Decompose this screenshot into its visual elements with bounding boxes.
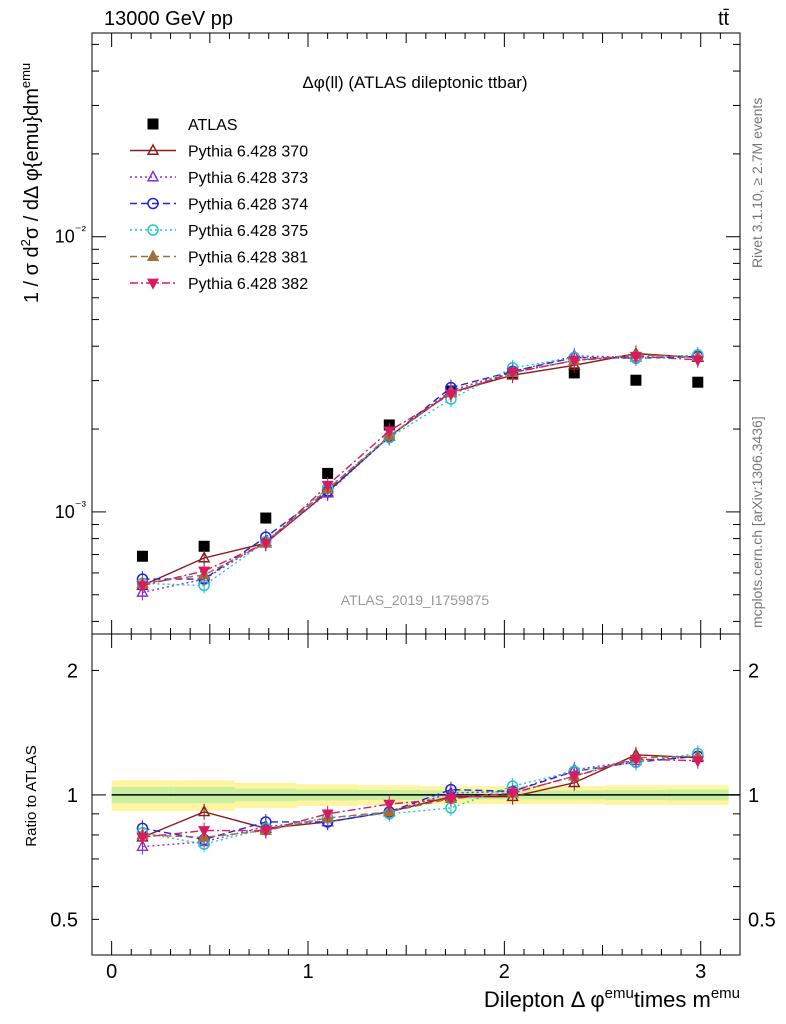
series-line: [142, 354, 698, 587]
data-point: [322, 467, 334, 479]
ratio-plot-panel: 0.5 0.5 1 1 2 2 0 1 2 3 Ratio to ATLAS Dilepton Δ φ…: [23, 633, 776, 1012]
legend-label: Pythia 6.428 370: [188, 144, 308, 161]
ratio-series-line: [142, 758, 698, 838]
energy-label: 13000 GeV pp: [104, 8, 233, 30]
y-tick-label: 10⁻³: [55, 498, 87, 522]
ratio-y-tick-label-right: 2: [748, 660, 759, 682]
main-plot-panel: 10⁻³ 10⁻² Δφ(ll) (ATLAS dileptonic ttbar) A…: [18, 32, 741, 635]
series-line: [142, 355, 698, 580]
x-tick-label: 1: [302, 961, 313, 983]
mc-point: [197, 551, 211, 563]
process-label: tt̄: [718, 8, 730, 30]
legend-marker: [147, 197, 159, 210]
x-tick-label: 0: [106, 961, 117, 983]
ratio-point: [198, 826, 211, 838]
legend-label: Pythia 6.428 382: [188, 276, 308, 293]
mc-point: [568, 356, 581, 368]
mc-point: [383, 426, 396, 438]
data-point: [692, 376, 704, 388]
ratio-series-line: [142, 754, 698, 838]
series-line: [142, 354, 698, 585]
legend-label: Pythia 6.428 375: [188, 223, 308, 240]
legend-label: Pythia 6.428 374: [188, 197, 308, 214]
mc-point: [444, 389, 457, 401]
legend-marker: [147, 224, 159, 236]
chart-title: Δφ(ll) (ATLAS dileptonic ttbar): [302, 73, 527, 92]
ratio-series-line: [142, 755, 698, 838]
ratio-point: [259, 826, 272, 838]
ratio-y-tick-label: 2: [67, 660, 78, 682]
ratio-point: [629, 754, 642, 766]
ratio-point: [568, 771, 581, 783]
series-line: [142, 355, 698, 594]
data-point: [198, 540, 210, 552]
mc-point: [136, 581, 149, 593]
ratio-point: [691, 756, 704, 768]
ratio-y-tick-label-right: 1: [748, 785, 759, 807]
x-tick-label: 3: [695, 961, 706, 983]
legend-marker: [147, 118, 159, 130]
ratio-point: [321, 809, 334, 821]
mc-point: [629, 351, 642, 363]
x-tick-label: 2: [499, 961, 510, 983]
ratio-point: [136, 832, 149, 844]
legend-marker: [146, 278, 160, 290]
series-line: [142, 355, 698, 587]
legend-label: ATLAS: [188, 117, 238, 134]
legend-label: Pythia 6.428 381: [188, 250, 308, 267]
mc-point: [259, 538, 272, 550]
legend-marker: [146, 249, 160, 261]
x-axis-label: Dilepton Δ φemutimes memu: [484, 985, 740, 1012]
legend-label: Pythia 6.428 373: [188, 170, 308, 187]
data-point: [260, 512, 272, 524]
ratio-point: [136, 839, 149, 852]
ratio-y-tick-label: 1: [67, 785, 78, 807]
ratio-point: [568, 775, 581, 788]
y-axis-label: 1 / σ d2σ / dΔ φ{emu}dmemu: [18, 63, 43, 303]
ratio-series-line: [142, 752, 698, 845]
mc-point: [136, 585, 149, 597]
ratio-point: [197, 804, 211, 817]
ratio-y-tick-label-right: 0.5: [748, 909, 776, 931]
legend-marker: [146, 170, 160, 182]
data-point: [136, 550, 148, 562]
analysis-watermark: ATLAS_2019_I1759875: [341, 592, 490, 608]
mc-point: [198, 566, 211, 578]
legend-marker: [146, 143, 160, 155]
ratio-y-tick-label: 0.5: [50, 909, 78, 931]
y-tick-label: 10⁻²: [55, 223, 87, 247]
mc-point: [506, 368, 519, 380]
mc-point: [691, 355, 704, 367]
data-point: [630, 374, 642, 386]
ratio-point: [383, 799, 396, 811]
series-line: [142, 352, 698, 587]
ratio-y-axis-label: Ratio to ATLAS: [23, 745, 40, 846]
ratio-point: [506, 788, 519, 800]
ratio-point: [444, 794, 457, 806]
mc-point: [321, 480, 334, 492]
